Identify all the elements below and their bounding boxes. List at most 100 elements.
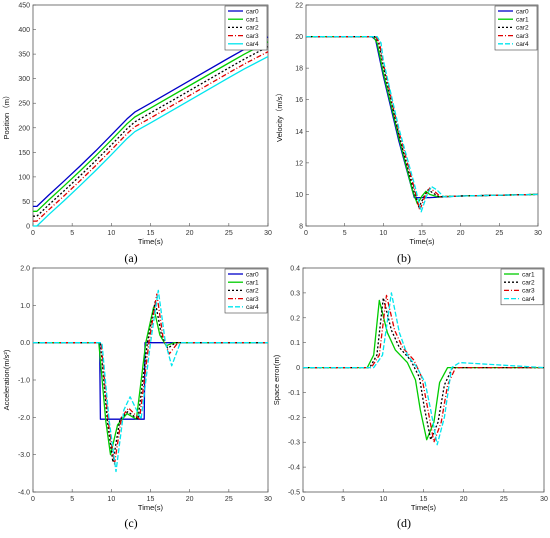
y-tick-label: -0.2 <box>288 415 300 422</box>
y-tick-label: -0.1 <box>288 390 300 397</box>
x-axis-label: Time(s) <box>409 237 435 246</box>
y-tick-label: -2.0 <box>18 415 30 422</box>
legend-entry-car3: car3 <box>522 288 535 295</box>
x-tick-label: 5 <box>343 230 347 237</box>
x-tick-label: 0 <box>301 496 305 503</box>
y-tick-label: 10 <box>295 192 303 199</box>
y-tick-label: 16 <box>295 97 303 104</box>
legend-entry-car4: car4 <box>522 296 535 303</box>
chart-panel-c: 0 5 10 15 20 25 30 -4.0 -3.0 -2.0 -1.0 0.0 1.0 2.0 Tim… <box>2 266 272 531</box>
x-tick-label: 10 <box>379 230 387 237</box>
legend-entry-car2: car2 <box>516 25 529 32</box>
x-tick-label: 15 <box>147 496 155 503</box>
legend-entry-car0: car0 <box>246 8 259 15</box>
x-axis-label: Time(s) <box>138 503 164 512</box>
y-tick-label: 450 <box>18 3 30 10</box>
x-tick-label: 15 <box>418 230 426 237</box>
y-axis-label: Space error(m) <box>272 354 281 405</box>
series-line-car3 <box>33 51 269 222</box>
legend-entry-car1: car1 <box>246 17 259 24</box>
y-tick-label: -3.0 <box>18 452 30 459</box>
y-axis-label: Acceleration(m/s²) <box>2 349 11 410</box>
legend-entry-car4: car4 <box>246 304 259 311</box>
x-tick-label: 15 <box>420 496 428 503</box>
x-tick-label: 30 <box>264 230 272 237</box>
y-tick-label: 0.2 <box>290 315 300 322</box>
y-tick-label: 0.1 <box>290 340 300 347</box>
x-tick-label: 25 <box>495 230 503 237</box>
x-tick-label: 25 <box>225 230 233 237</box>
series-line-car0 <box>33 36 269 208</box>
x-axis-label: Time(s) <box>411 503 437 512</box>
y-tick-label: -4.0 <box>18 490 30 497</box>
x-tick-label: 30 <box>264 496 272 503</box>
x-tick-label: 0 <box>31 230 35 237</box>
series-line-car2 <box>306 35 539 208</box>
x-tick-label: 0 <box>31 496 35 503</box>
x-tick-label: 10 <box>107 230 115 237</box>
legend-entry-car1: car1 <box>246 280 259 287</box>
x-tick-label: 20 <box>457 230 465 237</box>
subfigure-label: (d) <box>397 516 411 530</box>
series-line-car4 <box>303 292 545 446</box>
series-line-car4 <box>33 289 268 473</box>
y-tick-label: 0 <box>26 224 30 231</box>
x-tick-label: 30 <box>540 496 548 503</box>
x-tick-label: 25 <box>500 496 508 503</box>
y-tick-label: 350 <box>18 52 30 59</box>
y-tick-label: 2.0 <box>20 266 30 273</box>
series-line-car1 <box>303 299 544 441</box>
y-tick-label: 200 <box>18 125 30 132</box>
y-tick-label: 8 <box>299 224 303 231</box>
y-tick-label: 250 <box>18 101 30 108</box>
legend-entry-car2: car2 <box>246 25 259 32</box>
y-axis-label: Velocity（m/s） <box>275 89 284 142</box>
legend-box <box>500 268 544 306</box>
y-tick-label: 22 <box>295 3 303 10</box>
legend-entry-car2: car2 <box>522 280 535 287</box>
x-tick-label: 5 <box>70 230 74 237</box>
series-line-car1 <box>33 41 269 212</box>
y-tick-label: 18 <box>295 66 303 73</box>
x-tick-label: 20 <box>460 496 468 503</box>
series-line-car2 <box>33 46 269 217</box>
x-tick-label: 10 <box>107 496 115 503</box>
chart-panel-d: 0 5 10 15 20 25 30 -0.5 -0.4 -0.3 -0.2 -0.1 0 0.1 0.2 0… <box>272 266 548 531</box>
legend-entry-car0: car0 <box>246 271 259 278</box>
legend-entry-car3: car3 <box>246 33 259 40</box>
y-tick-label: 12 <box>295 160 303 167</box>
legend-entry-car0: car0 <box>516 8 529 15</box>
legend-entry-car2: car2 <box>246 288 259 295</box>
y-tick-label: -0.5 <box>288 490 300 497</box>
x-tick-label: 0 <box>304 230 308 237</box>
y-tick-label: 0.0 <box>20 340 30 347</box>
y-tick-label: 0.3 <box>290 290 300 297</box>
legend-entry-car4: car4 <box>246 41 259 48</box>
y-tick-label: 50 <box>22 199 30 206</box>
y-tick-label: 150 <box>18 150 30 157</box>
x-axis-label: Time(s) <box>138 237 164 246</box>
series-line-car3 <box>306 35 539 211</box>
y-tick-label: 300 <box>18 76 30 83</box>
legend-entry-car3: car3 <box>516 33 529 40</box>
subfigure-label: (b) <box>397 251 411 265</box>
y-tick-label: 1.0 <box>20 303 30 310</box>
y-tick-label: 0 <box>296 365 300 372</box>
x-tick-label: 15 <box>147 230 155 237</box>
legend-entry-car3: car3 <box>246 296 259 303</box>
y-tick-label: 20 <box>295 34 303 41</box>
x-tick-label: 20 <box>186 496 194 503</box>
subfigure-label: (a) <box>124 251 137 265</box>
x-tick-label: 20 <box>186 230 194 237</box>
y-axis-label: Position（m） <box>2 92 11 140</box>
legend-entry-car1: car1 <box>522 271 535 278</box>
x-tick-label: 10 <box>379 496 387 503</box>
y-tick-label: 100 <box>18 174 30 181</box>
series-line-car3 <box>33 293 268 465</box>
x-tick-label: 25 <box>225 496 233 503</box>
